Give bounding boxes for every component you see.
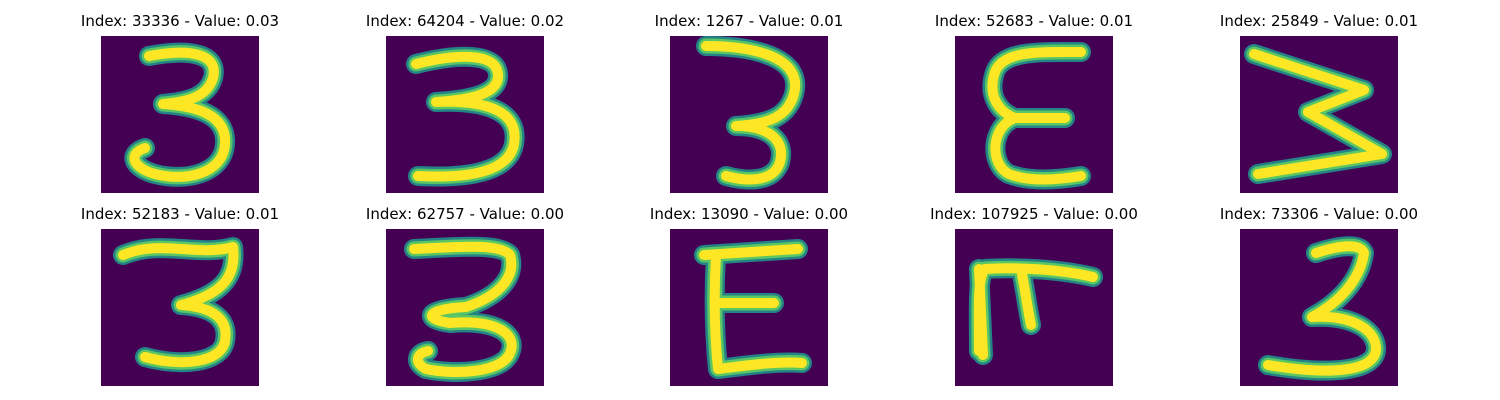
glyph-stroke <box>987 46 1086 185</box>
panel-4: Index: 52683 - Value: 0.01 <box>889 9 1179 199</box>
panel-5: Index: 25849 - Value: 0.01 <box>1174 9 1464 199</box>
panel-2: Index: 64204 - Value: 0.02 <box>320 9 610 199</box>
glyph-stroke <box>701 41 801 185</box>
panel-6: Index: 52183 - Value: 0.01 <box>35 202 325 392</box>
letter-image <box>670 229 828 386</box>
glyph-stroke <box>699 244 807 374</box>
letter-image <box>1240 36 1398 193</box>
glyph-stroke <box>411 51 520 182</box>
panel-title: Index: 52683 - Value: 0.01 <box>934 12 1134 30</box>
digit-image <box>386 36 544 193</box>
panel-title: Index: 64204 - Value: 0.02 <box>365 12 565 30</box>
glyph-stroke <box>1263 241 1381 376</box>
letter-image <box>955 229 1113 386</box>
digit-image <box>101 229 259 386</box>
panel-title: Index: 62757 - Value: 0.00 <box>365 205 565 223</box>
panel-10: Index: 73306 - Value: 0.00 <box>1174 202 1464 392</box>
panel-8: Index: 13090 - Value: 0.00 <box>604 202 894 392</box>
panel-title: Index: 13090 - Value: 0.00 <box>649 205 849 223</box>
letter-image <box>955 36 1113 193</box>
glyph-stroke <box>973 263 1098 360</box>
glyph-stroke <box>1249 49 1387 179</box>
panel-9: Index: 107925 - Value: 0.00 <box>889 202 1179 392</box>
panel-title: Index: 73306 - Value: 0.00 <box>1219 205 1419 223</box>
panel-7: Index: 62757 - Value: 0.00 <box>320 202 610 392</box>
digit-image <box>1240 229 1398 386</box>
panel-title: Index: 1267 - Value: 0.01 <box>654 12 844 30</box>
panel-title: Index: 107925 - Value: 0.00 <box>930 205 1138 223</box>
panel-1: Index: 33336 - Value: 0.03 <box>35 9 325 199</box>
panel-title: Index: 33336 - Value: 0.03 <box>80 12 280 30</box>
digit-image <box>670 36 828 193</box>
glyph-stroke <box>409 241 517 377</box>
panel-title: Index: 52183 - Value: 0.01 <box>80 205 280 223</box>
panel-title: Index: 25849 - Value: 0.01 <box>1219 12 1419 30</box>
digit-image <box>386 229 544 386</box>
glyph-stroke <box>118 242 239 368</box>
digit-image <box>101 36 259 193</box>
panel-3: Index: 1267 - Value: 0.01 <box>604 9 894 199</box>
glyph-stroke <box>129 47 231 182</box>
